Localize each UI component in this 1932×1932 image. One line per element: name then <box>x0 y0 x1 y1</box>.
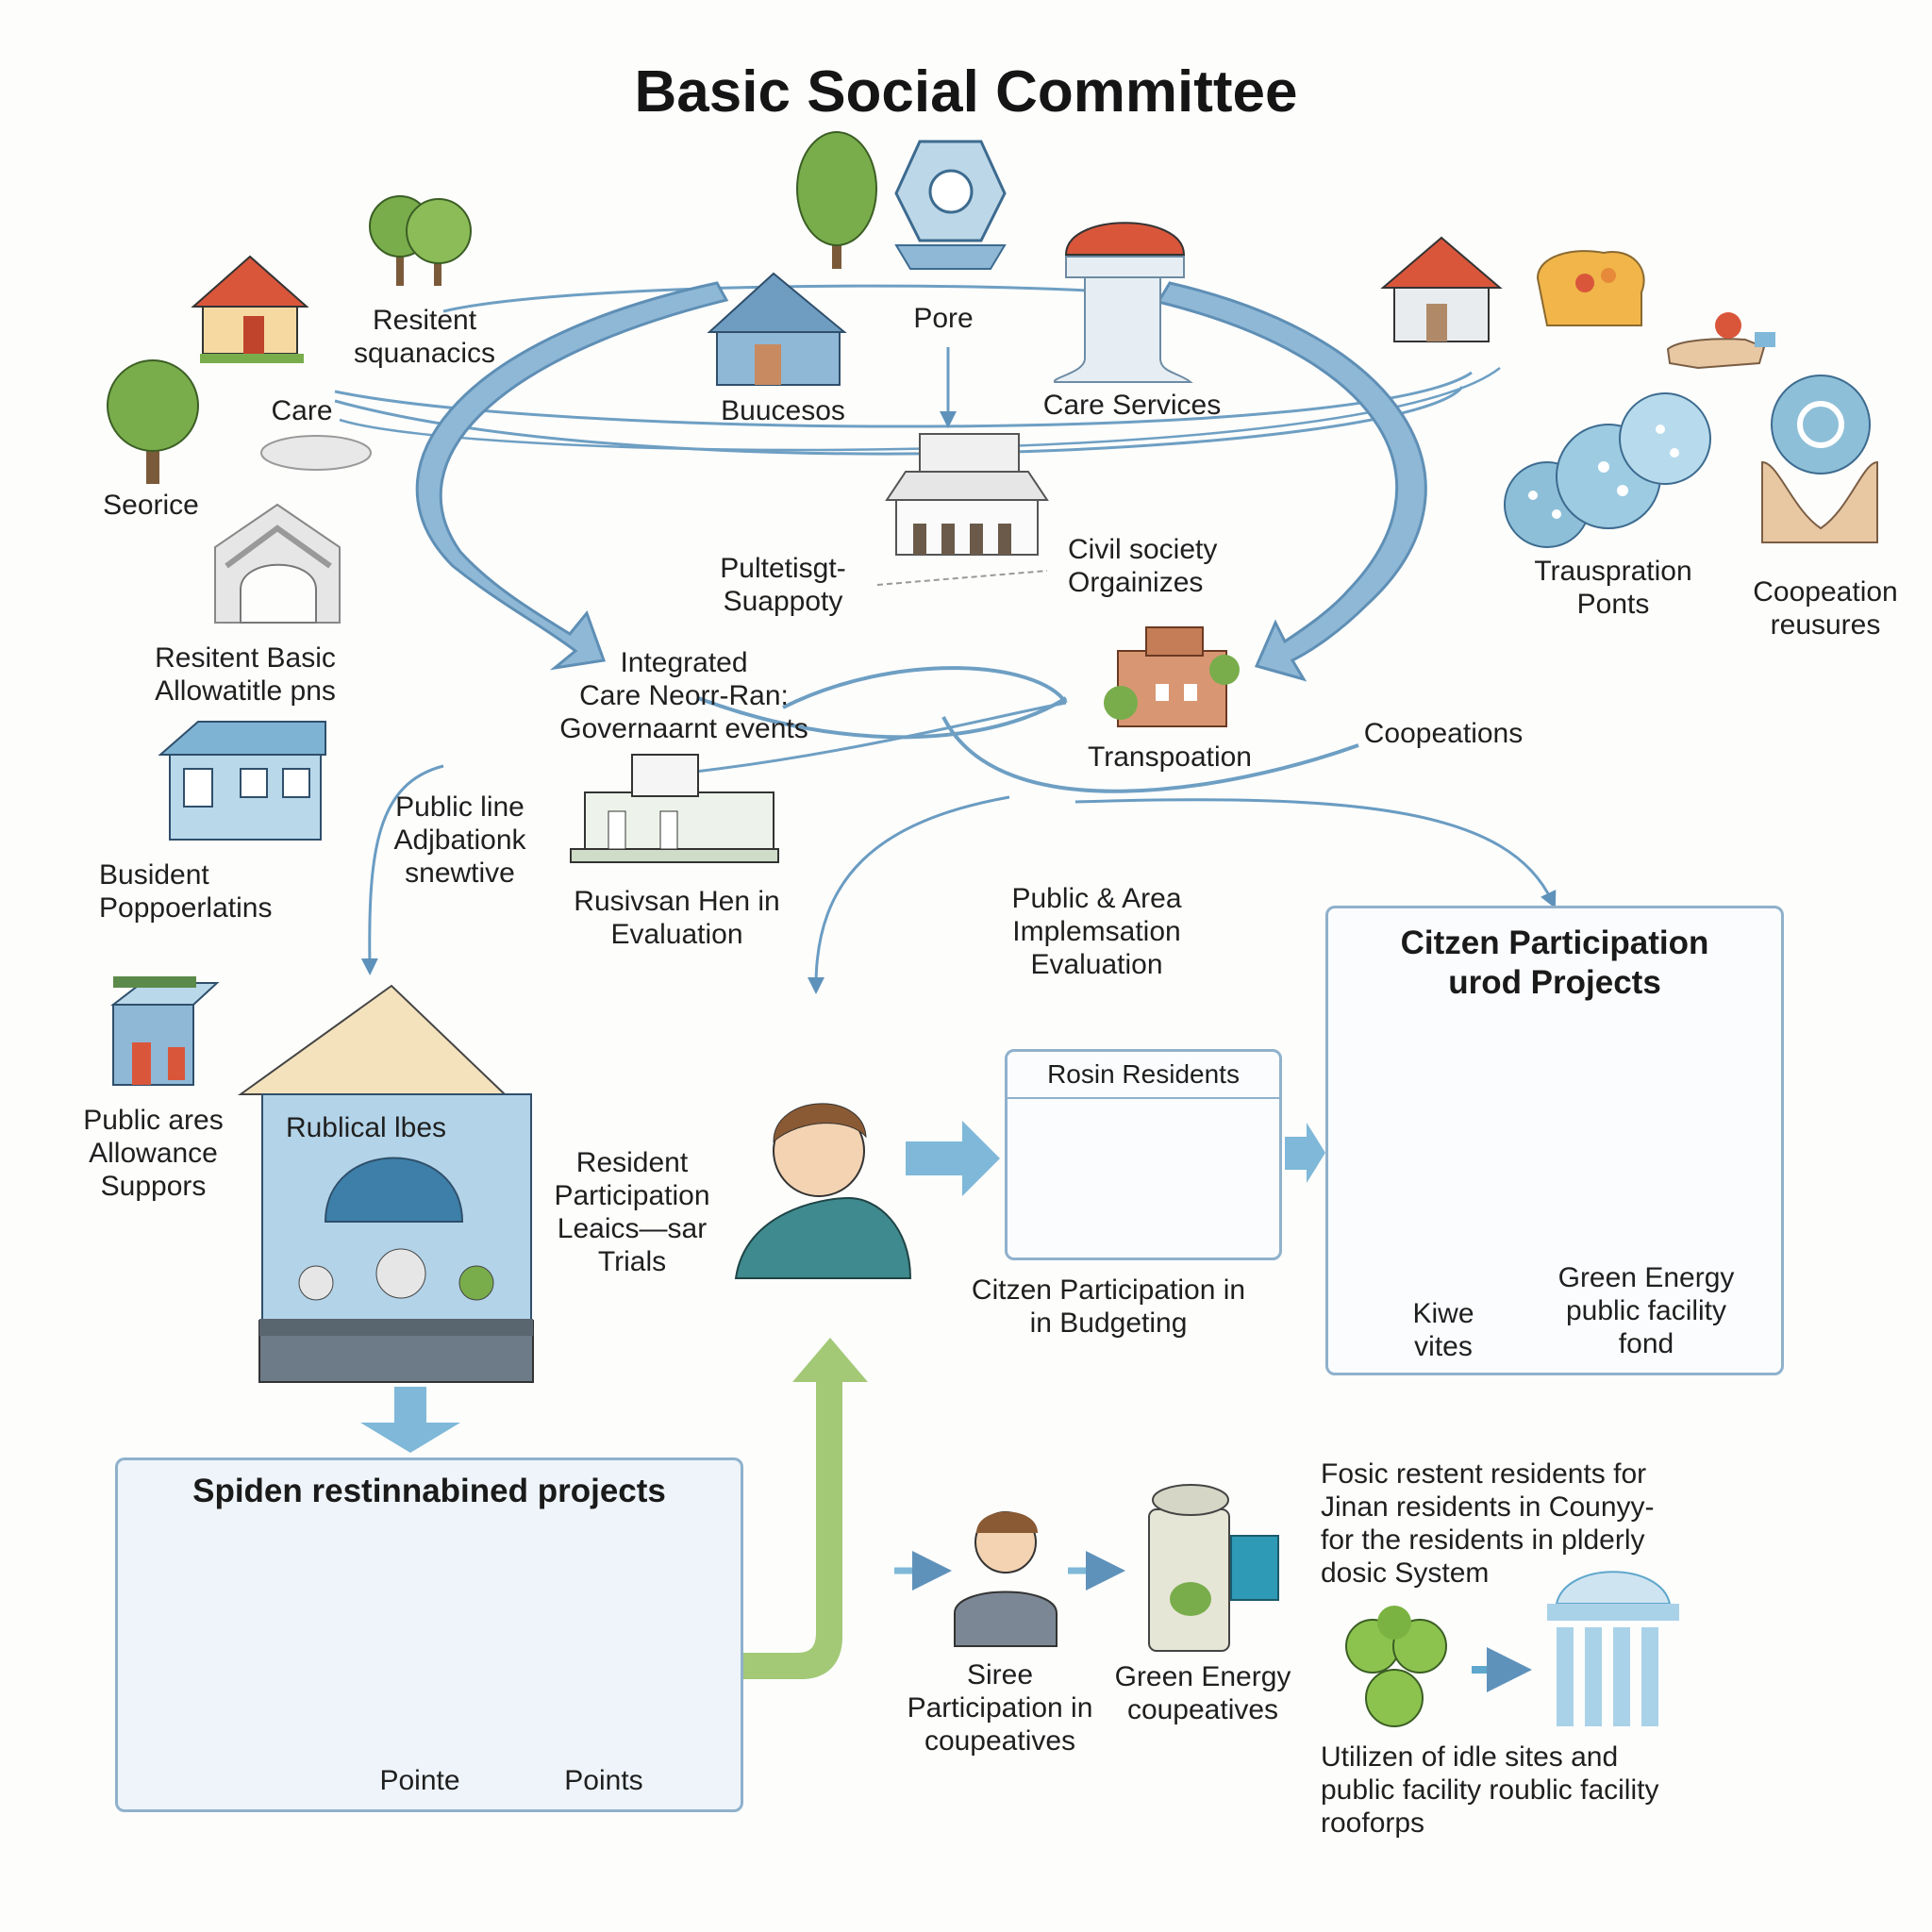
label-fosic: Fosic restent residents for Jinan reside… <box>1321 1458 1655 1589</box>
rublical-building <box>237 984 534 1383</box>
label-care-services: Care Services <box>1042 390 1222 421</box>
label-public-line: Public line Adjbationk snewtive <box>393 791 526 889</box>
label-coopeations: Coopeations <box>1363 718 1524 749</box>
arrow-to-right-panel <box>1074 798 1557 909</box>
label-transpoation: Transpoation <box>1088 741 1252 773</box>
label-busident: Busident Poppoerlatins <box>99 859 273 924</box>
trees-icon <box>369 195 472 286</box>
label-coopeation: Coopeation reusures <box>1753 576 1898 641</box>
bubbles-icon <box>1504 392 1711 548</box>
label-points: Points <box>564 1765 643 1796</box>
arrow-public-line <box>360 764 444 975</box>
label-trauspration: Trauspration Ponts <box>1534 556 1692 620</box>
sustainable-projects-title: Spiden restinnabined projects <box>192 1473 666 1509</box>
sustainable-projects-panel: Spiden restinnabined projects <box>115 1457 743 1812</box>
label-pointe: Pointe <box>379 1765 460 1796</box>
brick-building-icon <box>1104 626 1240 727</box>
person-icon <box>734 1103 912 1279</box>
label-resitent-basic: Resitent Basic Allowatitle pns <box>155 642 336 707</box>
label-utilizen: Utilizen of idle sites and public facili… <box>1321 1741 1659 1839</box>
label-care: Care <box>271 395 333 426</box>
swoosh-right-arrow <box>1156 281 1427 682</box>
tower-icon <box>894 140 1007 270</box>
arrow-down-building <box>360 1387 460 1453</box>
arrow-to-center <box>808 795 1010 994</box>
center-block-building-icon <box>570 754 779 863</box>
right-house-icon <box>1380 236 1503 342</box>
citizen-panel-title: Citzen Participation urod Projects <box>1400 924 1709 1001</box>
arrow-green-up <box>741 1338 868 1679</box>
label-civil-society: Civil society Orgainizes <box>1068 534 1218 598</box>
label-integrated: Integrated Care Neorr-Ran: Governaarnt e… <box>559 647 808 744</box>
label-green-coops: Green Energy coupeatives <box>1114 1661 1291 1725</box>
label-resident-participation: Resident Participation Leaics—sar Trials <box>554 1147 710 1277</box>
house-icon <box>191 255 309 363</box>
rosin-residents-title: Rosin Residents <box>1008 1052 1279 1099</box>
label-rublical: Rublical lbes <box>285 1112 447 1143</box>
bottom-center-icons <box>894 1484 1679 1727</box>
label-pore: Pore <box>913 303 974 334</box>
label-public-ares: Public ares Allowance Suppors <box>83 1105 224 1202</box>
hands-globe-icon <box>1761 375 1878 543</box>
arch-icon <box>214 503 341 624</box>
care-dome-icon <box>1053 222 1193 383</box>
label-seorice: Seorice <box>103 490 199 521</box>
rosin-residents-panel: Rosin Residents <box>1005 1049 1282 1260</box>
label-public-area: Public & Area Implemsation Evaluation <box>1011 883 1182 980</box>
label-pultetisgt: Pultetisgt- Suappoty <box>720 553 846 617</box>
label-rusivsan: Rusivsan Hen in Evaluation <box>574 886 780 950</box>
food-icon <box>1536 250 1645 326</box>
label-citizen-budgeting: Citzen Participation in in Budgeting <box>971 1274 1246 1339</box>
dish-icon <box>260 435 372 471</box>
tree-icon <box>107 359 199 484</box>
center-tree-icon <box>796 131 877 269</box>
swoosh-left-arrow <box>415 281 729 671</box>
public-area-box-icon <box>110 976 220 1086</box>
center-house-icon <box>707 272 847 386</box>
label-resitent: Resitent squanacics <box>353 305 496 369</box>
citizen-participation-panel: Citzen Participation urod Projects <box>1325 906 1784 1375</box>
blue-building-icon <box>158 721 326 841</box>
government-building-icon <box>876 433 1049 586</box>
label-buucesos: Buucesos <box>721 395 845 426</box>
label-kiwe: Kiwe vites <box>1412 1298 1474 1362</box>
arrow-center-right <box>906 1121 1000 1196</box>
label-siree: Siree Participation in coupeatives <box>907 1659 1093 1757</box>
page-title: Basic Social Committee <box>634 59 1298 125</box>
arrow-mid-right <box>1285 1123 1325 1183</box>
label-green-energy-fund: Green Energy public facility fond <box>1557 1262 1735 1359</box>
hand-item-icon <box>1666 312 1775 370</box>
